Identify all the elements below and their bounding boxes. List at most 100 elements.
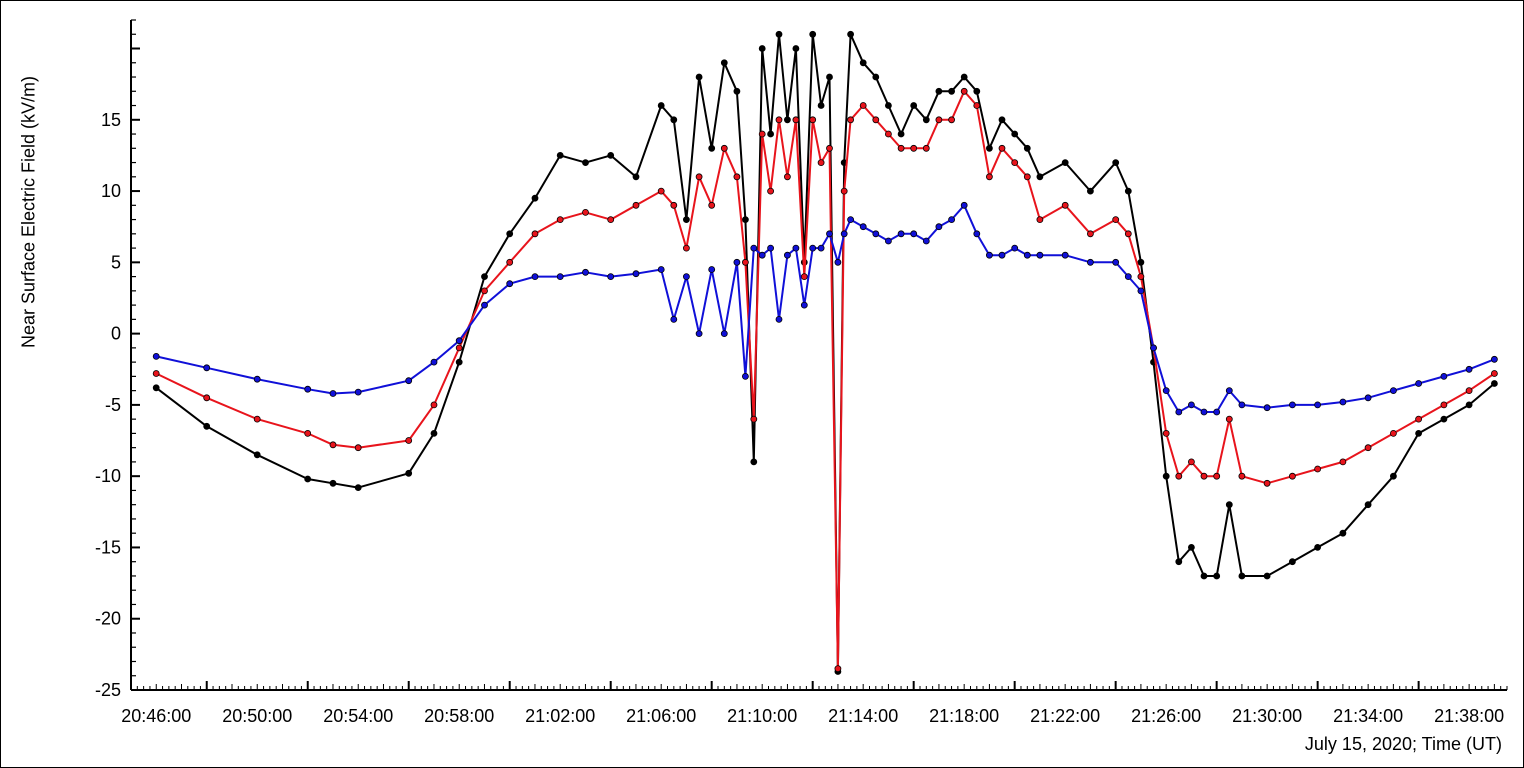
data-point-s2-38 [859,102,867,109]
data-point-s1-75 [1491,380,1498,387]
series-line-2 [155,90,1495,670]
data-point-s2-53 [1061,201,1069,209]
data-point-s2-24 [742,258,749,266]
data-point-s3-73 [1440,372,1448,380]
data-point-s1-49 [998,116,1006,124]
data-point-s2-55 [1112,216,1120,224]
data-point-s3-41 [897,230,905,238]
x-tick-label: 21:38:00 [1434,706,1504,726]
data-point-s2-37 [847,116,854,124]
data-point-s3-67 [1289,401,1296,409]
data-point-s2-68 [1314,465,1321,473]
data-point-s2-32 [809,116,817,124]
data-point-s2-13 [556,216,564,224]
data-point-s2-65 [1238,472,1246,480]
data-point-s3-26 [758,251,766,259]
data-point-s2-33 [817,159,825,167]
data-point-s3-52 [1036,251,1044,259]
data-point-s2-44 [935,116,943,124]
x-tick-label: 20:50:00 [222,706,292,726]
data-point-s1-23 [733,87,741,95]
data-point-s2-2 [203,394,211,402]
data-point-s3-74 [1465,365,1473,373]
x-tick-label: 21:02:00 [525,706,595,726]
data-point-s2-67 [1289,472,1296,480]
data-point-s2-30 [792,116,800,124]
data-point-s1-56 [1124,187,1132,195]
data-point-s2-39 [872,116,880,124]
data-point-s3-48 [986,251,993,259]
data-point-s1-6 [354,484,362,492]
data-point-s1-33 [817,102,825,109]
data-point-s1-14 [582,159,589,167]
y-axis-title: Near Surface Electric Field (kV/m) [18,75,39,349]
data-point-s2-14 [582,208,589,216]
data-point-s2-74 [1465,387,1473,395]
data-point-s1-69 [1339,529,1347,537]
data-point-s3-55 [1112,258,1120,266]
data-point-s2-22 [720,144,728,152]
data-point-s3-27 [767,244,774,252]
y-tick-label: -5 [105,395,121,415]
data-point-s1-41 [897,130,905,138]
data-point-s2-18 [670,201,678,209]
data-point-s2-21 [708,201,716,209]
data-point-s3-47 [973,230,981,238]
data-point-s2-11 [506,258,514,266]
data-point-s3-39 [872,230,880,238]
data-point-s2-75 [1491,370,1498,377]
data-point-s2-20 [695,173,703,181]
x-tick-label: 21:14:00 [828,706,898,726]
data-point-s1-11 [506,230,514,238]
data-point-s2-43 [922,144,930,152]
data-point-s1-32 [809,30,817,38]
data-point-s3-58 [1150,344,1157,352]
data-point-s3-31 [800,301,808,309]
data-point-s1-67 [1289,558,1296,566]
data-point-s1-22 [720,59,728,67]
data-point-s2-69 [1339,458,1347,466]
data-point-s3-9 [455,337,463,345]
data-point-s1-60 [1175,558,1183,566]
data-point-s3-40 [885,237,892,245]
data-point-s3-62 [1200,408,1208,416]
data-point-s3-71 [1390,387,1397,395]
data-point-s1-65 [1238,572,1246,580]
data-point-s1-53 [1061,159,1069,167]
data-point-s3-20 [695,330,703,338]
x-tick-label: 21:06:00 [626,706,696,726]
data-point-s2-25 [750,415,758,423]
data-point-s1-10 [481,273,488,281]
data-point-s1-29 [784,116,791,124]
data-point-s1-70 [1364,501,1372,509]
data-point-s3-19 [683,273,690,281]
data-point-s1-1 [152,384,160,392]
data-point-s1-9 [455,358,463,366]
data-point-s3-53 [1061,251,1069,259]
data-point-s2-4 [304,429,312,437]
y-tick-label: 15 [101,110,121,130]
data-point-s3-13 [556,273,564,281]
data-point-s2-15 [607,216,615,224]
data-point-s3-56 [1124,273,1132,281]
plot-series [152,30,1498,675]
data-point-s3-15 [607,273,615,281]
x-tick-label: 20:54:00 [323,706,393,726]
data-point-s2-62 [1200,472,1208,480]
y-tick-label: 10 [101,181,121,201]
data-point-s3-10 [481,301,488,309]
data-point-s1-39 [872,73,880,81]
data-point-s3-14 [582,268,589,276]
data-point-s1-42 [910,102,918,109]
data-point-s3-18 [670,315,678,323]
data-point-s1-55 [1112,159,1120,167]
data-point-s3-59 [1162,387,1170,395]
data-point-s3-69 [1339,398,1347,406]
data-point-s3-11 [506,280,514,288]
data-point-s2-60 [1175,472,1183,480]
data-point-s1-61 [1188,544,1195,551]
x-tick-label: 20:46:00 [121,706,191,726]
data-point-s2-16 [632,201,640,209]
data-point-s1-43 [922,116,930,124]
